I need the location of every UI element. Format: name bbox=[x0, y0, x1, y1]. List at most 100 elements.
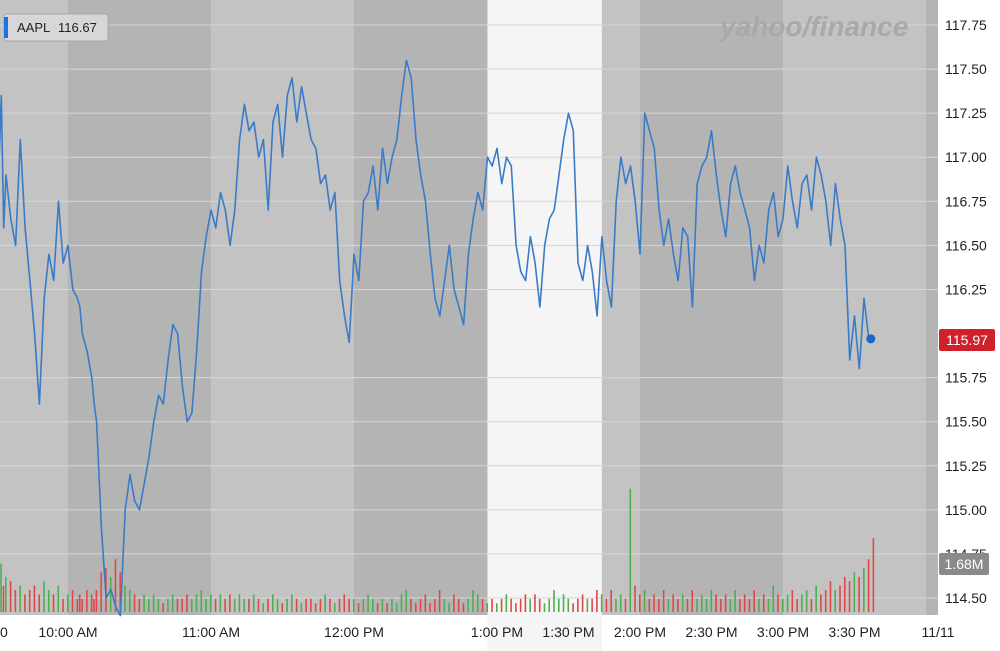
volume-bar bbox=[872, 538, 875, 612]
volume-bar bbox=[496, 603, 498, 612]
ticker-badge[interactable]: AAPL 116.67 bbox=[3, 13, 109, 42]
volume-bar bbox=[229, 594, 231, 612]
volume-bar bbox=[491, 598, 493, 612]
volume-bar bbox=[343, 594, 346, 612]
y-tick-label: 117.25 bbox=[945, 105, 987, 121]
volume-bar bbox=[28, 590, 31, 612]
volume-bar bbox=[586, 598, 589, 612]
volume-bar bbox=[0, 563, 2, 612]
volume-bar bbox=[57, 585, 60, 612]
volume-bar bbox=[572, 603, 574, 612]
volume-bar bbox=[119, 572, 122, 612]
volume-bar bbox=[329, 598, 331, 612]
x-axis: 10 10:00 AM 11:00 AM 12:00 PM 1:00 PM 1:30 PM… bbox=[0, 624, 955, 640]
volume-bar bbox=[843, 576, 846, 612]
volume-bar bbox=[705, 598, 708, 612]
volume-bar bbox=[500, 598, 503, 612]
volume-bar bbox=[200, 590, 203, 612]
volume-bar bbox=[281, 603, 284, 612]
volume-bar bbox=[577, 598, 579, 612]
volume-bar bbox=[848, 581, 851, 612]
volume-bar bbox=[357, 603, 360, 612]
volume-bar bbox=[67, 594, 69, 612]
volume-bar bbox=[124, 585, 126, 612]
volume-bar bbox=[553, 590, 555, 612]
ticker-value: 116.67 bbox=[58, 20, 97, 35]
volume-bar bbox=[2, 585, 5, 612]
volume-bar bbox=[405, 590, 408, 612]
volume-bar bbox=[95, 590, 98, 612]
volume-bar bbox=[276, 598, 279, 612]
volume-bar bbox=[791, 590, 794, 612]
volume-bar bbox=[395, 603, 398, 612]
volume-bar bbox=[681, 594, 684, 612]
volume-bar bbox=[109, 576, 112, 612]
x-tick-label: 1:30 PM bbox=[542, 624, 594, 640]
volume-bar bbox=[5, 576, 7, 612]
volume-bar bbox=[291, 594, 293, 612]
volume-bar bbox=[457, 598, 460, 612]
volume-bar bbox=[78, 594, 81, 612]
volume-bar bbox=[47, 590, 50, 612]
volume-bar bbox=[86, 590, 88, 612]
volume-bar bbox=[739, 598, 741, 612]
volume-bar bbox=[672, 594, 674, 612]
volume-bar bbox=[338, 598, 341, 612]
time-bands bbox=[68, 0, 938, 651]
volume-bar bbox=[810, 598, 813, 612]
volume-bar bbox=[424, 594, 427, 612]
volume-bar bbox=[271, 594, 274, 612]
x-tick-label: 2:00 PM bbox=[614, 624, 666, 640]
volume-bar bbox=[824, 590, 827, 612]
volume-bar bbox=[367, 594, 369, 612]
volume-bar bbox=[815, 585, 817, 612]
volume-bar bbox=[467, 598, 469, 612]
volume-bar bbox=[796, 598, 798, 612]
volume-bar bbox=[557, 598, 560, 612]
volume-bar bbox=[210, 594, 212, 612]
volume-bar bbox=[863, 568, 865, 612]
volume-bar bbox=[152, 594, 155, 612]
volume-bar bbox=[362, 598, 365, 612]
y-tick-label: 115.75 bbox=[945, 370, 987, 386]
volume-bar bbox=[257, 598, 260, 612]
volume-bar bbox=[162, 603, 164, 612]
y-tick-label: 117.75 bbox=[945, 17, 987, 33]
volume-bar bbox=[434, 598, 436, 612]
volume-bar bbox=[38, 594, 40, 612]
y-tick-label: 117.00 bbox=[945, 149, 987, 165]
volume-bar bbox=[391, 598, 393, 612]
volume-bar bbox=[305, 598, 307, 612]
volume-bar bbox=[224, 598, 226, 612]
volume-bar bbox=[448, 603, 450, 612]
x-tick-label: 12:00 PM bbox=[324, 624, 384, 640]
volume-bar bbox=[143, 594, 145, 612]
volume-bar bbox=[176, 598, 179, 612]
time-band bbox=[354, 0, 497, 615]
volume-bar bbox=[615, 598, 617, 612]
y-axis: 117.75 117.50 117.25 117.00 116.75 116.50 116.… bbox=[945, 17, 987, 606]
volume-bar bbox=[639, 594, 641, 612]
volume-bar bbox=[767, 598, 770, 612]
volume-bar bbox=[839, 585, 841, 612]
volume-bar bbox=[720, 598, 722, 612]
volume-bar bbox=[519, 598, 522, 612]
volume-bar bbox=[324, 594, 326, 612]
time-band bbox=[926, 0, 938, 615]
volume-bar bbox=[243, 598, 245, 612]
y-tick-label: 115.25 bbox=[945, 458, 987, 474]
volume-bar bbox=[114, 559, 117, 612]
time-band bbox=[640, 0, 783, 615]
volume-bar bbox=[782, 598, 784, 612]
volume-bar bbox=[248, 598, 250, 612]
volume-bar bbox=[195, 594, 198, 612]
volume-bar bbox=[438, 590, 441, 612]
volume-bar bbox=[443, 598, 446, 612]
volume-bar bbox=[24, 594, 26, 612]
volume-bar bbox=[252, 594, 255, 612]
y-tick-label: 117.50 bbox=[945, 61, 987, 77]
volume-bar bbox=[591, 598, 593, 612]
volume-bar bbox=[734, 590, 736, 612]
volume-bar bbox=[562, 594, 565, 612]
